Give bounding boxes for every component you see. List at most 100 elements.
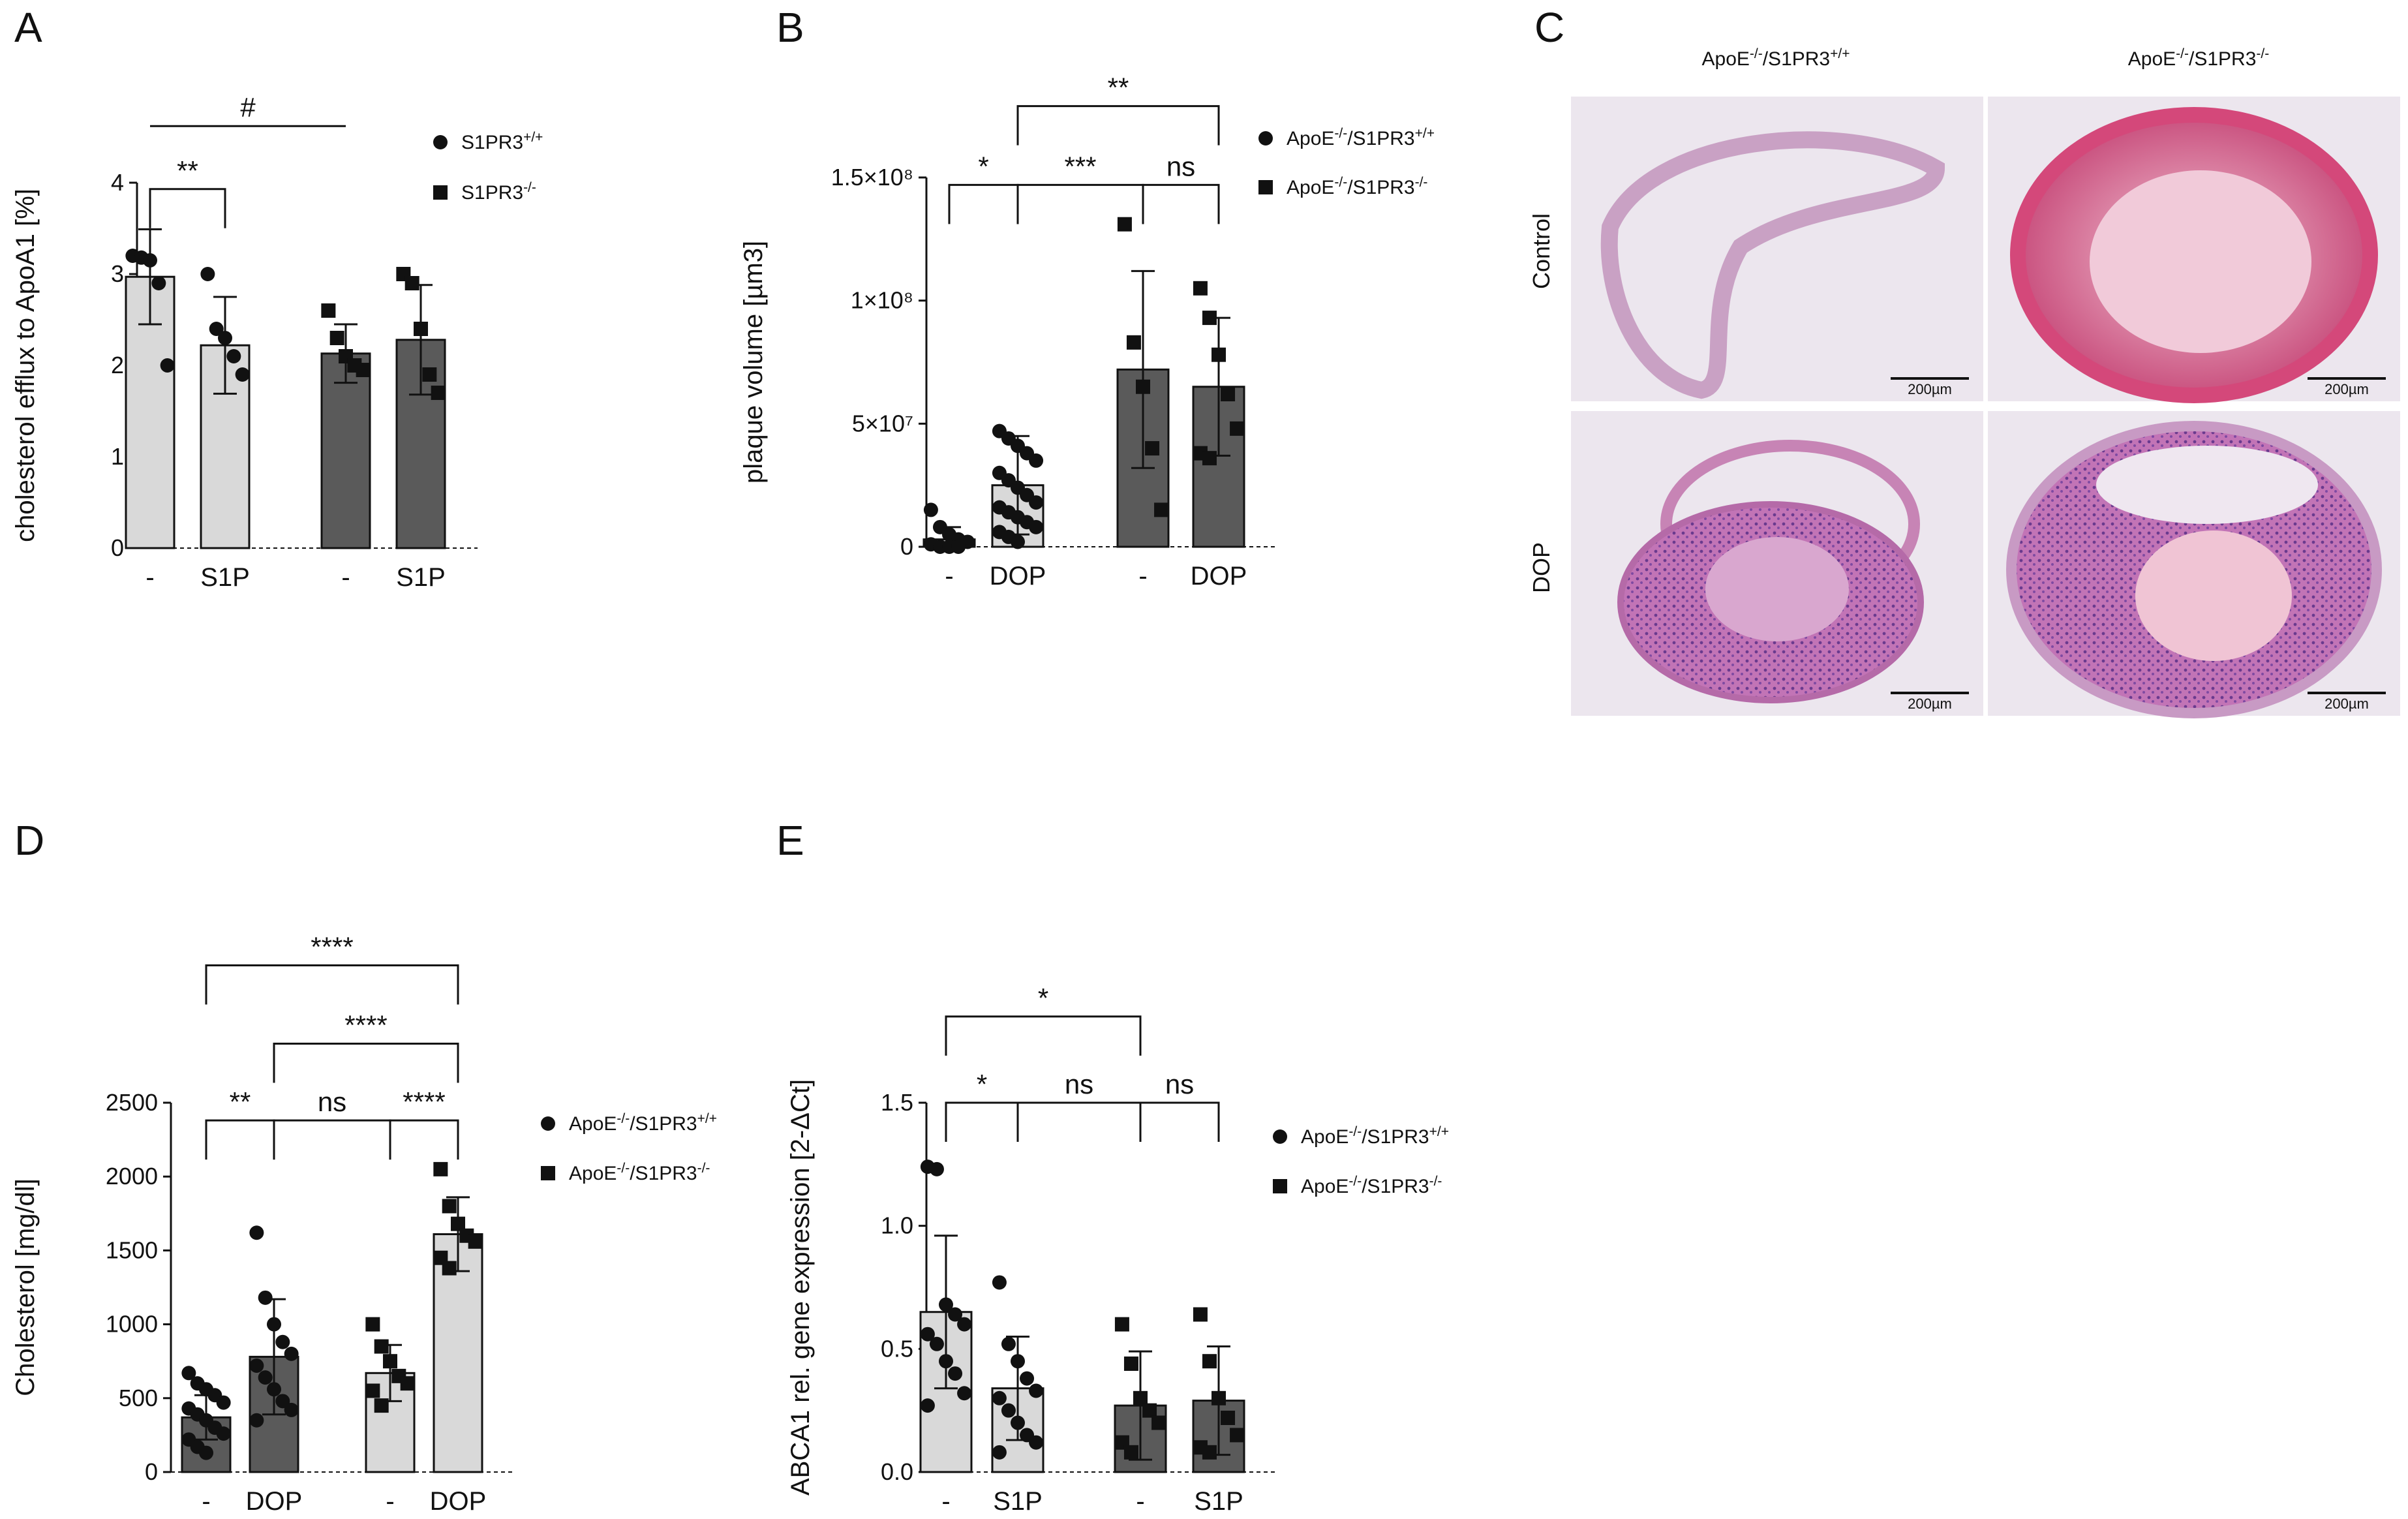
- data-point: [1123, 1356, 1138, 1371]
- y-tick-label: 2500: [106, 1089, 158, 1116]
- y-axis-label: Cholesterol [mg/dl]: [11, 1178, 40, 1396]
- significance-label: ns: [1166, 151, 1195, 181]
- column-header: ApoE-/-/S1PR3+/+: [1702, 46, 1850, 70]
- data-point: [374, 1398, 389, 1413]
- data-point: [1029, 1383, 1044, 1398]
- legend-label: ApoE-/-/S1PR3+/+: [1287, 126, 1435, 150]
- bracket-line: [389, 1119, 459, 1160]
- significance-bracket: ****: [273, 1009, 459, 1083]
- bar-group: -: [320, 303, 371, 592]
- data-point: [216, 1426, 231, 1441]
- data-point: [284, 1402, 299, 1417]
- data-point: [1117, 217, 1132, 232]
- legend-label: ApoE-/-/S1PR3+/+: [1301, 1124, 1449, 1148]
- data-point: [1001, 1336, 1016, 1351]
- data-point: [948, 1366, 963, 1381]
- data-point: [1193, 281, 1208, 296]
- x-tick-label: S1P: [993, 1487, 1043, 1516]
- bracket-line: [149, 188, 226, 228]
- data-point: [1202, 1354, 1217, 1369]
- data-point: [200, 267, 215, 281]
- data-point: [235, 367, 250, 382]
- x-tick-label: S1P: [200, 563, 250, 592]
- data-point: [957, 1386, 972, 1401]
- data-point: [939, 1297, 953, 1312]
- legend-item: S1PR3-/-: [433, 180, 536, 204]
- y-tick-label: 0.0: [881, 1458, 913, 1485]
- significance-label: *: [1038, 983, 1048, 1013]
- data-point: [1221, 387, 1236, 402]
- bracket-line: [945, 1015, 1142, 1056]
- data-point: [1114, 1317, 1129, 1332]
- data-point: [275, 1334, 290, 1349]
- x-tick-label: -: [1138, 562, 1147, 591]
- histology-image: 200µm: [1988, 97, 2400, 403]
- data-point: [1123, 1445, 1138, 1460]
- y-tick-label: 0: [111, 534, 124, 561]
- bar-group: -: [919, 1159, 973, 1516]
- bar-group: -: [125, 228, 175, 592]
- data-point: [258, 1290, 273, 1305]
- x-tick-label: -: [1136, 1487, 1144, 1516]
- panel-d: D 0 500 1000 1500 2000 2500 Cholesterol [mg/dl]…: [11, 817, 717, 1516]
- data-point: [1202, 311, 1217, 326]
- bar-group: -: [1116, 217, 1170, 591]
- data-point: [1221, 1410, 1236, 1425]
- legend-marker: [1258, 131, 1273, 146]
- data-point: [923, 502, 938, 517]
- y-tick-label: 1.5: [881, 1089, 913, 1116]
- legend-marker: [433, 185, 448, 200]
- bracket-line: [945, 1101, 1019, 1142]
- data-point: [1029, 453, 1044, 468]
- data-point: [383, 1354, 397, 1369]
- y-tick-label: 0: [900, 533, 913, 560]
- data-point: [284, 1346, 299, 1361]
- histology-image: 200µm: [1571, 97, 1983, 401]
- bracket-line: [205, 1119, 275, 1160]
- data-point: [1151, 1415, 1166, 1430]
- data-point: [1133, 1390, 1148, 1405]
- panel-letter: E: [776, 817, 804, 864]
- data-point: [404, 276, 419, 290]
- data-point: [951, 540, 966, 554]
- data-point: [1212, 347, 1226, 362]
- plaque-core: [1705, 537, 1849, 641]
- bracket-line: [1016, 105, 1220, 146]
- data-point: [1136, 379, 1150, 394]
- legend-label: S1PR3-/-: [461, 180, 536, 204]
- bar-group: DOP: [1191, 281, 1247, 591]
- data-point: [431, 386, 446, 400]
- significance-bracket: ns: [1139, 1069, 1220, 1142]
- significance-label: *: [977, 1069, 987, 1099]
- significance-label: ns: [1065, 1069, 1093, 1099]
- scale-bar-label: 200µm: [1908, 696, 1952, 712]
- data-point: [992, 1390, 1007, 1405]
- legend-item: S1PR3+/+: [433, 130, 543, 153]
- bar-group: S1P: [991, 1275, 1044, 1516]
- bar: [320, 352, 371, 549]
- column-header: ApoE-/-/S1PR3-/-: [2128, 46, 2269, 70]
- legend-label: ApoE-/-/S1PR3+/+: [569, 1111, 717, 1135]
- data-point: [181, 1366, 196, 1381]
- legend-marker: [1273, 1179, 1287, 1193]
- data-point: [356, 363, 371, 377]
- data-point: [249, 1413, 264, 1428]
- data-point: [321, 303, 336, 318]
- histology-image: 200µm: [1571, 411, 1983, 716]
- panels: A 0 1 2 3 4 cholesterol efflux to ApoA1 [%] - S1…: [11, 4, 2400, 1516]
- data-point: [1230, 421, 1245, 436]
- y-axis-label: ABCA1 rel. gene expression [2-ΔCt]: [786, 1079, 815, 1496]
- y-tick-label: 2: [111, 352, 124, 378]
- scale-bar-label: 200µm: [1908, 381, 1952, 397]
- data-point: [433, 1161, 448, 1176]
- legend-item: ApoE-/-/S1PR3-/-: [1273, 1174, 1442, 1197]
- data-point: [1193, 1307, 1208, 1322]
- y-tick-label: 0.5: [881, 1335, 913, 1362]
- y-tick-label: 2000: [106, 1163, 158, 1189]
- lumen: [2096, 446, 2318, 524]
- data-point: [258, 1370, 273, 1385]
- significance-label: ****: [311, 931, 353, 962]
- legend-item: ApoE-/-/S1PR3-/-: [1258, 175, 1427, 198]
- data-point: [249, 1225, 264, 1240]
